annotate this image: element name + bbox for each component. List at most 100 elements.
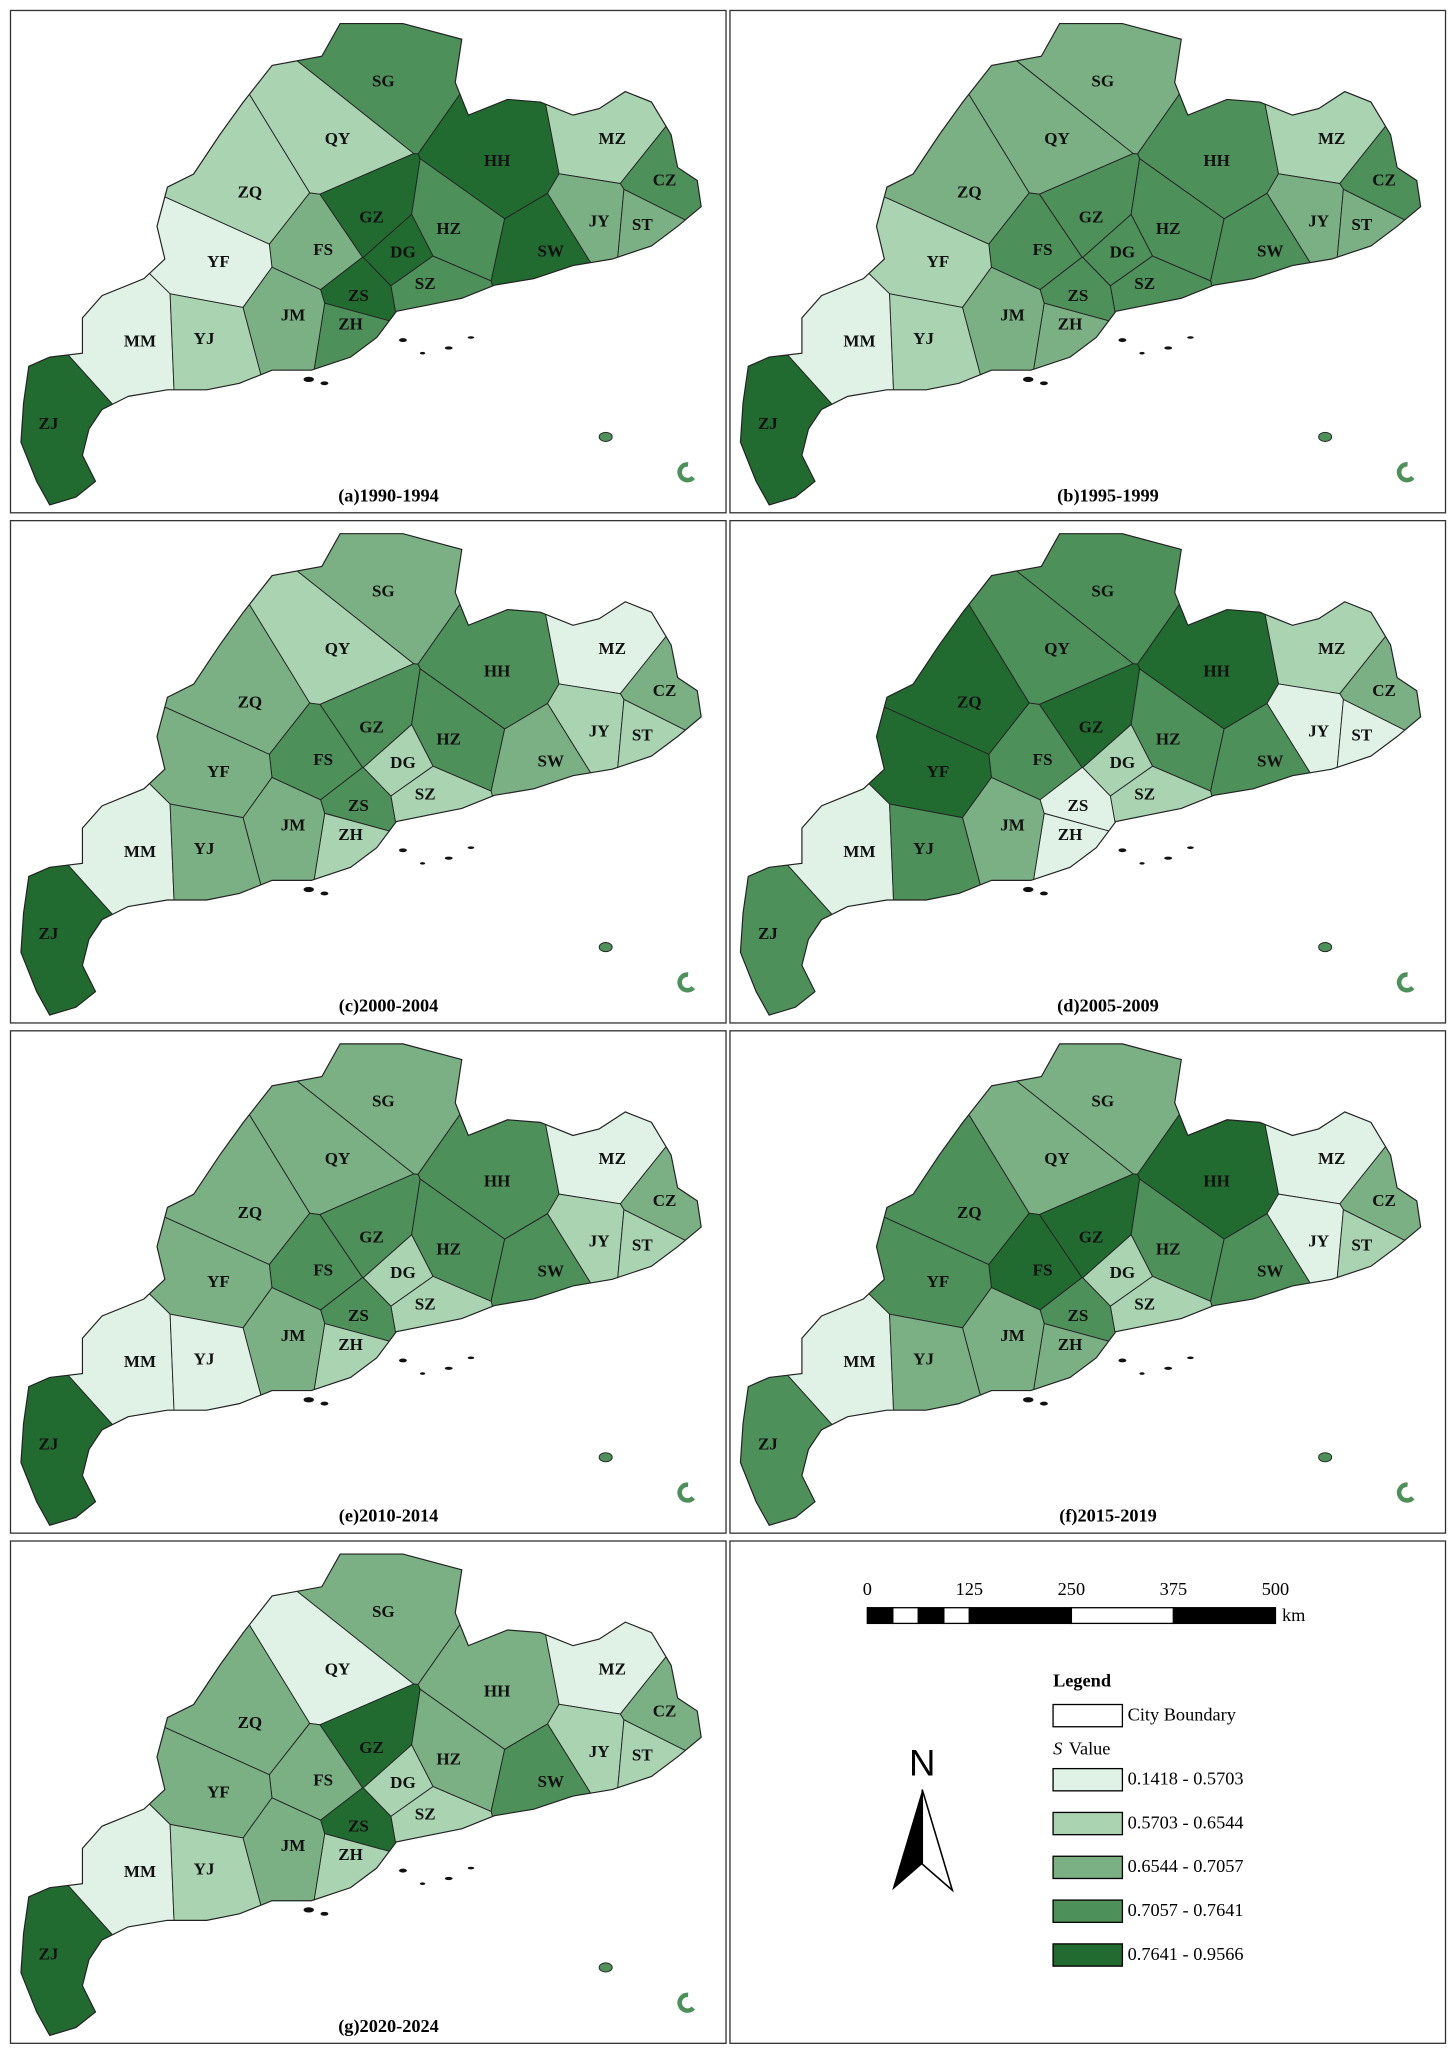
island <box>1396 972 1415 993</box>
city-label: MZ <box>1318 129 1345 148</box>
city-label: ZJ <box>758 1434 778 1453</box>
island <box>1318 942 1333 953</box>
city-label: HZ <box>436 1750 461 1769</box>
island <box>467 1866 475 1870</box>
city-label: SZ <box>415 784 436 803</box>
map-panel: SG QY HH MZ ZQ GZ HZ CZ JY ST FS DG SW YF SZ ZS ZH JM MM YJ… <box>729 9 1447 514</box>
city-label: SG <box>1091 71 1114 90</box>
legend-swatch <box>1052 1767 1124 1792</box>
city-label: HZ <box>1156 1239 1181 1258</box>
panel-caption: (a)1990-1994 <box>338 485 439 506</box>
city-label: JY <box>589 1742 610 1761</box>
city-label: SZ <box>415 274 436 293</box>
island <box>399 1868 407 1873</box>
island <box>303 376 314 382</box>
island <box>1318 431 1333 442</box>
city-label: ZS <box>348 1306 369 1325</box>
island <box>467 846 475 849</box>
legend-label: City Boundary <box>1128 1704 1237 1724</box>
boundary-swatch <box>1052 1703 1124 1728</box>
city-label: SG <box>372 1092 395 1111</box>
panel-caption: (f)2015-2019 <box>1059 1506 1157 1527</box>
city-label: CZ <box>1372 1191 1396 1210</box>
city-label: ZQ <box>957 693 982 712</box>
legend-label: 0.6544 - 0.7057 <box>1128 1856 1244 1876</box>
island <box>677 972 696 993</box>
island <box>444 1366 453 1370</box>
map-panel: SG QY HH MZ ZQ GZ HZ CZ JY ST FS DG SW YF SZ ZS ZH JM MM YJ… <box>729 1030 1447 1534</box>
city-label: JY <box>589 211 610 230</box>
city-label: HZ <box>436 729 461 748</box>
city-label: ZQ <box>238 183 263 202</box>
city-label: YJ <box>913 329 934 348</box>
city-label: HH <box>484 1682 510 1701</box>
city-label: ZJ <box>758 924 778 943</box>
island <box>1318 1452 1333 1463</box>
city-label: MZ <box>599 129 626 148</box>
city-label: HZ <box>1156 729 1181 748</box>
city-label: DG <box>390 243 416 262</box>
legend-variable-suffix: Value <box>1069 1738 1111 1758</box>
legend-swatch <box>1052 1811 1124 1836</box>
city-label: JM <box>281 816 306 835</box>
map-panel: SG QY HH MZ ZQ GZ HZ CZ JY ST FS DG SW YF SZ ZS ZH JM MM YJ… <box>729 519 1447 1024</box>
map-panel: SG QY HH MZ ZQ GZ HZ CZ JY ST FS DG SW YF SZ ZS ZH JM MM YJ… <box>9 1540 727 2044</box>
city-label: SZ <box>415 1805 436 1824</box>
legend-label: 0.7641 - 0.9566 <box>1128 1944 1244 1964</box>
city-label: FS <box>1033 750 1053 769</box>
island <box>1039 381 1048 386</box>
city-label: ST <box>632 215 653 234</box>
island <box>1187 1356 1194 1360</box>
scale-segment <box>1172 1607 1277 1625</box>
island <box>1022 1397 1034 1403</box>
island <box>320 1401 329 1406</box>
city-label: ST <box>1351 725 1372 744</box>
city-label: ZQ <box>957 183 982 202</box>
city-label: MM <box>843 1352 875 1371</box>
scale-tick-label: 500 <box>1262 1579 1289 1599</box>
city-label: FS <box>1033 1260 1053 1279</box>
legend-label: 0.5703 - 0.6544 <box>1128 1812 1244 1832</box>
legend-variable: S <box>1053 1738 1062 1758</box>
legend-label: 0.7057 - 0.7641 <box>1128 1900 1244 1920</box>
city-label: HH <box>484 151 510 170</box>
island <box>598 1962 613 1973</box>
city-label: DG <box>1110 753 1136 772</box>
city-label: YF <box>207 1272 230 1291</box>
city-label: ZS <box>348 796 369 815</box>
island <box>1118 338 1127 343</box>
city-label: MM <box>843 332 875 351</box>
island <box>1164 856 1173 860</box>
panel-caption: (c)2000-2004 <box>339 995 439 1016</box>
city-label: ZQ <box>238 1203 263 1222</box>
island <box>320 381 329 386</box>
island <box>1139 351 1145 355</box>
city-label: ZH <box>1058 315 1083 334</box>
city-label: HH <box>1203 151 1229 170</box>
province-outline <box>20 22 702 506</box>
island <box>444 1876 453 1881</box>
city-label: YJ <box>194 329 215 348</box>
city-label: FS <box>1033 240 1053 259</box>
island <box>677 1992 696 2013</box>
city-label: YF <box>207 1782 230 1801</box>
city-label: ST <box>632 1746 653 1765</box>
scale-segment <box>1070 1607 1175 1625</box>
city-label: FS <box>313 240 333 259</box>
city-label: SW <box>538 241 564 260</box>
island <box>677 1482 696 1503</box>
north-arrow <box>921 1789 954 1893</box>
city-label: JM <box>281 1326 306 1345</box>
island <box>1118 1358 1127 1363</box>
city-label: ST <box>1351 215 1372 234</box>
island <box>1022 376 1034 382</box>
north-arrow <box>892 1789 923 1891</box>
legend-title: Legend <box>1053 1670 1111 1690</box>
city-label: QY <box>1044 639 1070 658</box>
city-label: YJ <box>913 839 934 858</box>
scale-tick-label: 375 <box>1160 1579 1187 1599</box>
map-panel: SG QY HH MZ ZQ GZ HZ CZ JY ST FS DG SW YF SZ ZS ZH JM MM YJ… <box>9 1030 727 1534</box>
city-label: MZ <box>599 1659 626 1678</box>
island <box>399 338 407 343</box>
scale-tick-label: 0 <box>863 1579 872 1599</box>
